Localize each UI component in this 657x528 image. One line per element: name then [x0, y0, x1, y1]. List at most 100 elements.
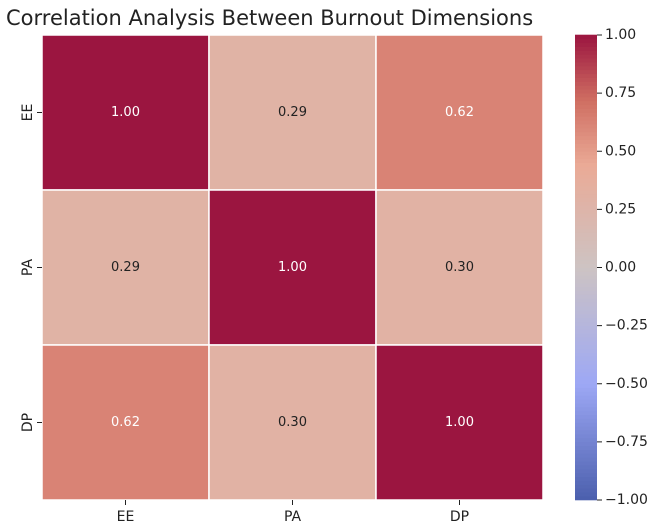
colorbar-segment [575, 119, 597, 125]
colorbar-segment [575, 437, 597, 443]
colorbar-segment [575, 236, 597, 241]
colorbar-segment [575, 445, 597, 450]
cell-label: 0.62 [445, 105, 474, 120]
colorbar-segment [575, 216, 597, 222]
colorbar-segment [575, 139, 597, 144]
colorbar-segment [575, 209, 597, 214]
colorbar-segment [575, 480, 597, 485]
colorbar-segment [575, 201, 597, 206]
colorbar-segment [575, 348, 597, 354]
colorbar-segment [575, 34, 597, 40]
colorbar-segment [575, 298, 597, 303]
cell-label: 0.30 [278, 415, 307, 430]
colorbar-segment [575, 127, 597, 133]
colorbar-segment [575, 166, 597, 171]
colorbar-segment [575, 263, 597, 268]
colorbar-segment [575, 162, 597, 168]
colorbar-segment [575, 333, 597, 338]
colorbar-segment [575, 410, 597, 416]
colorbar-segment [575, 154, 597, 160]
colorbar-segment [575, 259, 597, 264]
colorbar-segment [575, 69, 597, 75]
colorbar-segment [575, 282, 597, 288]
colorbar-segment [575, 441, 597, 447]
colorbar-segment [575, 73, 597, 78]
colorbar-segment [575, 309, 597, 315]
colorbar-segment [575, 189, 597, 195]
y-tick-label: EE [20, 104, 36, 122]
colorbar-segment [575, 38, 597, 44]
colorbar-segment [575, 367, 597, 373]
colorbar-segment [575, 460, 597, 466]
x-tick-label: EE [117, 509, 135, 525]
colorbar-segment [575, 352, 597, 357]
cell-label: 0.29 [278, 105, 307, 120]
x-tick-label: PA [284, 509, 302, 525]
colorbar-segment [575, 360, 597, 365]
cell [375, 34, 544, 191]
colorbar-segment [575, 181, 597, 187]
colorbar-segment [575, 313, 597, 319]
colorbar-segment [575, 476, 597, 481]
colorbar-segment [575, 50, 597, 55]
colorbar-tick-label: −0.75 [605, 434, 648, 450]
colorbar-segment [575, 104, 597, 109]
colorbar-segment [575, 212, 597, 218]
colorbar-segment [575, 294, 597, 299]
colorbar-segment [575, 88, 597, 94]
cell [208, 189, 377, 346]
colorbar-segment [575, 112, 597, 117]
chart-title: Correlation Analysis Between Burnout Dim… [6, 6, 533, 30]
colorbar-segment [575, 240, 597, 245]
colorbar-segment [575, 193, 597, 199]
colorbar-segment [575, 488, 597, 493]
colorbar-segment [575, 143, 597, 148]
colorbar-segment [575, 491, 597, 497]
colorbar-segment [575, 42, 597, 47]
colorbar-segment [575, 344, 597, 350]
colorbar-segment [575, 457, 597, 462]
colorbar-segment [575, 131, 597, 137]
cell [375, 189, 544, 346]
colorbar-segment [575, 375, 597, 381]
cell [41, 189, 210, 346]
colorbar-segment [575, 224, 597, 230]
cell [208, 344, 377, 501]
colorbar-segment [575, 340, 597, 346]
colorbar-segment [575, 290, 597, 295]
colorbar-segment [575, 255, 597, 261]
colorbar-segment [575, 61, 597, 67]
colorbar-segment [575, 495, 597, 501]
colorbar-segment [575, 65, 597, 71]
colorbar-segment [575, 158, 597, 164]
colorbar-segment [575, 150, 597, 156]
colorbar-segment [575, 123, 597, 129]
colorbar-tick-label: −0.25 [605, 318, 648, 334]
colorbar-tick-label: 0.25 [605, 201, 636, 217]
colorbar-segment [575, 247, 597, 253]
colorbar-segment [575, 271, 597, 276]
colorbar-tick-label: −0.50 [605, 376, 648, 392]
colorbar-segment [575, 205, 597, 210]
colorbar-segment [575, 325, 597, 330]
colorbar-segment [575, 85, 597, 90]
colorbar-segment [575, 135, 597, 140]
colorbar-segment [575, 402, 597, 408]
cell-label: 0.62 [111, 415, 140, 430]
colorbar-segment [575, 371, 597, 377]
cell-label: 1.00 [445, 415, 474, 430]
cell [208, 34, 377, 191]
x-tick-label: DP [450, 509, 469, 525]
colorbar-segment [575, 356, 597, 361]
colorbar-segment [575, 336, 597, 342]
colorbar-segment [575, 77, 597, 82]
colorbar-segment [575, 484, 597, 489]
colorbar-tick-label: 0.50 [605, 143, 636, 159]
colorbar-segment [575, 302, 597, 307]
colorbar-segment [575, 197, 597, 202]
colorbar-segment [575, 387, 597, 392]
colorbar-segment [575, 170, 597, 175]
colorbar-segment [575, 274, 597, 280]
colorbar-segment [575, 286, 597, 292]
